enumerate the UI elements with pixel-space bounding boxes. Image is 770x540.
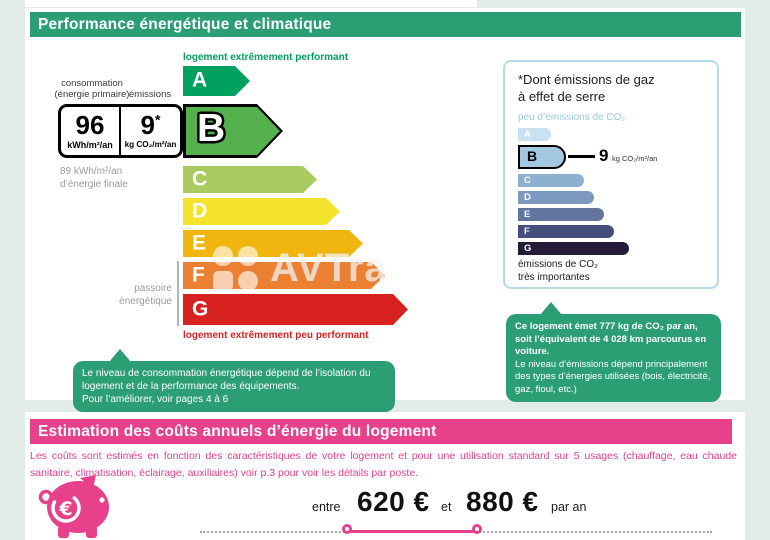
energy-sieve-label: passoire énergétique [86,282,172,308]
emissions-header: émissions [128,89,172,100]
energy-note-bubble: Le niveau de consommation énergétique dé… [73,349,395,412]
ges-class-f: F [518,225,614,238]
svg-text:€: € [58,498,72,520]
cost-gauge-marker-max [472,524,482,534]
consumption-unit: kWh/m²/an [67,140,113,151]
ges-class-d-letter: D [524,192,531,203]
ges-class-c: C [518,174,584,187]
ges-class-g: G [518,242,629,255]
consumption-header: consommation (énergie primaire) [48,78,136,100]
consumption-header-line2: (énergie primaire) [54,89,130,101]
energy-class-a-letter: A [192,68,208,92]
consumption-header-line1: consommation [61,78,123,89]
scale-top-label: logement extrêmement performant [183,52,349,63]
emissions-number: 9 [140,110,155,140]
ges-class-e: E [518,208,604,221]
cost-conjunction-label: et [441,500,452,514]
energy-class-e: E [183,230,363,257]
ges-class-a: A [518,128,551,141]
cost-prefix-label: entre [312,500,341,514]
emissions-cell: 9* kg CO₂/m²/an [121,107,180,155]
energy-class-f-letter: F [192,262,205,286]
energy-class-e-letter: E [192,230,207,254]
ges-class-f-letter: F [524,226,530,237]
consumption-value: 96 [75,110,105,140]
scale-bottom-label: logement extrêmement peu performant [183,330,369,341]
ges-note-bold: Ce logement émet 777 kg de CO₂ par an, s… [515,321,707,358]
top-card-sliver [25,0,477,7]
ges-value-unit: kg CO₂/m²/an [612,154,658,163]
ges-note-text: Le niveau d’émissions dépend principalem… [515,358,711,395]
ges-title-line1: *Dont émissions de gaz [518,72,655,87]
costs-description: Les coûts sont estimés en fonction des c… [30,450,737,479]
consumption-cell: 96 kWh/m²/an [61,107,121,155]
energy-note-line2: Pour l’améliorer, voir pages 4 à 6 [82,394,229,405]
energy-values-box: 96 kWh/m²/an 9* kg CO₂/m²/an [58,104,183,158]
final-energy-line2: d’énergie finale [60,179,128,190]
final-energy-note: 89 kWh/m²/an d’énergie finale [60,165,128,191]
ges-value-connector [568,155,595,158]
ges-class-g-letter: G [524,243,532,254]
energy-class-d: D [183,198,340,225]
ges-bottom-line1: émissions de CO₂ [518,259,599,270]
ges-class-e-letter: E [524,209,531,220]
energy-class-a: A [183,66,250,96]
ges-scale-bottom-label: émissions de CO₂ très importantes [518,258,598,284]
cost-gauge-marker-min [342,524,352,534]
cost-suffix-label: par an [551,500,587,514]
energy-class-b-fill: B [186,107,280,155]
cost-min-value: 620 € [357,486,430,517]
ges-class-d: D [518,191,594,204]
energy-class-g-letter: G [192,296,209,320]
energy-section-title: Performance énergétique et climatique [30,12,741,37]
ges-note-bubble: Ce logement émet 777 kg de CO₂ par an, s… [506,301,721,403]
ges-title-line2: à effet de serre [518,88,606,104]
energy-class-f: F [183,262,385,289]
ges-class-a-letter: A [524,129,531,140]
emissions-asterisk: * [155,111,161,128]
emissions-value: 9* [121,110,180,140]
final-energy-line1: 89 kWh/m²/an [60,166,123,177]
energy-class-d-letter: D [192,198,208,222]
energy-class-c-letter: C [192,166,208,190]
energy-class-g: G [183,294,408,325]
energy-note-line1: Le niveau de consommation énergétique dé… [82,368,371,392]
emissions-unit: kg CO₂/m²/an [124,140,177,150]
ges-panel-title: *Dont émissions de gaz à effet de serre [518,72,655,106]
sieve-bracket-line [177,261,179,326]
ges-class-b-current: B [518,145,566,169]
ges-value: 9 [599,146,609,165]
sieve-line1: passoire [134,283,172,294]
energy-class-b-letter: B [197,107,226,151]
ges-bottom-line2: très importantes [518,272,590,283]
cost-max-value: 880 € [466,486,539,517]
costs-section-title: Estimation des coûts annuels d’énergie d… [30,419,732,444]
ges-scale-top-label: peu d’émissions de CO₂ [518,112,626,123]
piggy-bank-icon: € [38,475,109,538]
energy-class-c: C [183,166,317,193]
cost-gauge-range-segment [350,530,480,533]
ges-class-b-letter: B [527,148,538,164]
ges-class-c-letter: C [524,175,531,186]
sieve-line2: énergétique [119,296,172,307]
ges-panel: *Dont émissions de gaz à effet de serre … [503,60,719,289]
